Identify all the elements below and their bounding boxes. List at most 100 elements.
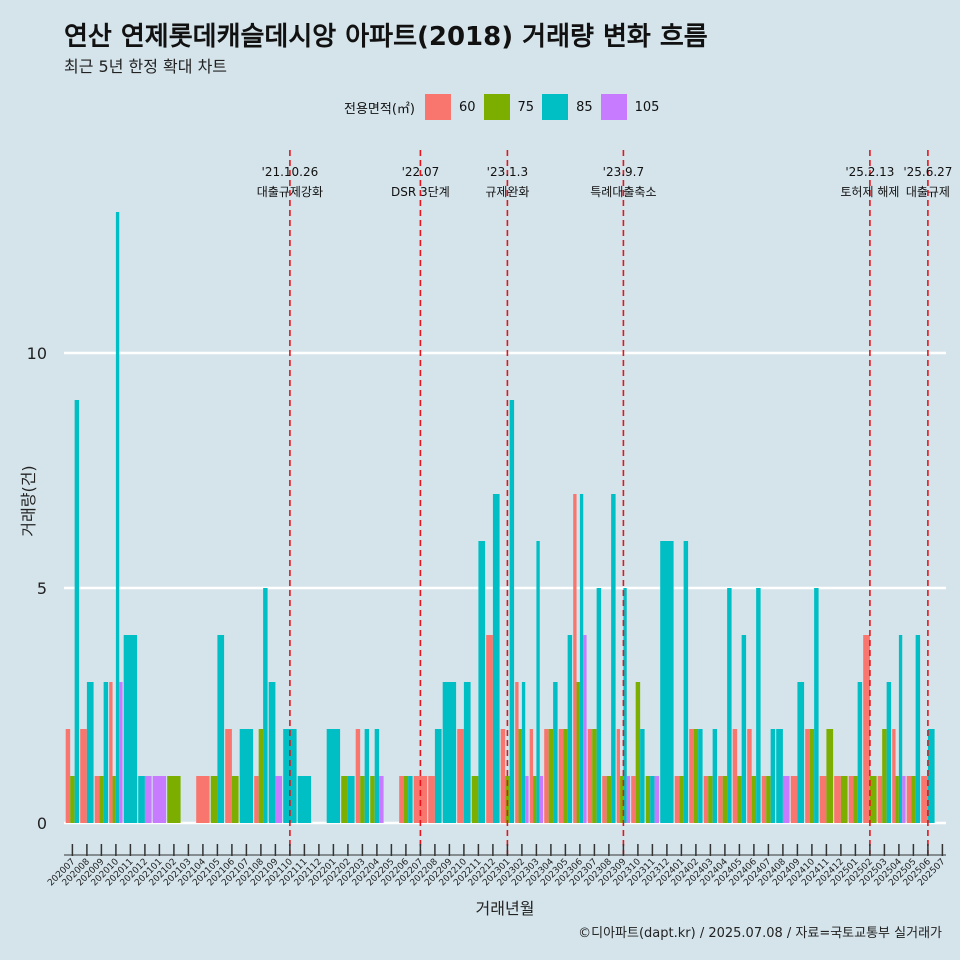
event-lines: '21.10.26 대출규제강화 '22.07 DSR 3단계 '23.1.3 규제완화 '… [257, 150, 952, 855]
bar-202302-105 [525, 776, 529, 823]
bar-202401-75 [679, 776, 684, 823]
bar-202501-85 [857, 682, 863, 823]
bar-202504-85 [898, 635, 903, 823]
bar-202501-60 [848, 776, 854, 823]
bar-202505-75 [911, 776, 916, 823]
bar-202308-75 [606, 776, 612, 823]
bar-202410-85 [814, 588, 819, 823]
bar-202405-75 [737, 776, 742, 823]
bar-202412-75 [840, 776, 848, 823]
bar-202203-60 [355, 729, 361, 823]
bar-202301-75 [505, 776, 510, 823]
bar-202407-75 [766, 776, 771, 823]
bar-202504-75 [895, 776, 899, 823]
bar-202409-85 [797, 682, 805, 823]
legend-swatch-105 [600, 94, 627, 120]
bar-202108-60 [254, 776, 259, 823]
bar-202502-75 [869, 776, 877, 823]
bar-202208-60 [428, 776, 435, 823]
bar-202204-105 [379, 776, 384, 823]
bar-202104-60 [196, 776, 210, 823]
chart-subtitle: 최근 5년 한정 확대 차트 [64, 57, 228, 76]
bar-202203-85 [364, 729, 370, 823]
bar-202311-105 [654, 776, 660, 823]
bar-202206-85 [408, 776, 413, 823]
bar-202307-85 [596, 588, 602, 823]
event-date-202301: '23.1.3 [487, 165, 528, 179]
bar-202111-85 [297, 776, 312, 823]
bar-202305-85 [567, 635, 573, 823]
event-label-202502: 토허제 해제 [840, 185, 899, 199]
bar-202308-60 [602, 776, 607, 823]
bar-202302-85 [521, 682, 526, 823]
bar-202407-60 [761, 776, 767, 823]
bar-202304-85 [553, 682, 558, 823]
bar-202206-60 [399, 776, 404, 823]
bar-202209-85 [442, 682, 457, 823]
x-axis: 2020072020082020092020102020112020122021… [46, 844, 948, 888]
bar-202207-60 [413, 776, 428, 823]
bar-202407-85 [770, 729, 776, 823]
event-label-202301: 규제완화 [485, 185, 529, 199]
bar-202107-85 [239, 729, 254, 823]
bar-202106-60 [225, 729, 232, 823]
event-date-202502: '25.2.13 [845, 165, 894, 179]
bar-202503-60 [877, 776, 883, 823]
bar-202007-85 [74, 400, 80, 823]
bar-202109-105 [275, 776, 283, 823]
bar-202408-105 [782, 776, 790, 823]
bar-202404-75 [722, 776, 728, 823]
legend-item-75: 75 [483, 94, 534, 120]
bar-202011-85 [123, 635, 138, 823]
bar-202306-85 [579, 494, 584, 823]
bar-202401-85 [683, 541, 689, 823]
bar-202204-85 [374, 729, 380, 823]
bar-202202-75 [341, 776, 348, 823]
legend-item-85: 85 [542, 94, 593, 120]
legend-swatch-60 [424, 94, 451, 120]
bar-202408-85 [776, 729, 783, 823]
bar-202405-85 [741, 635, 747, 823]
bar-202012-85 [138, 776, 145, 823]
event-date-202506: '25.6.27 [903, 165, 952, 179]
legend-title: 전용면적(㎡) [344, 101, 415, 117]
bar-202301-60 [500, 729, 506, 823]
bar-202404-60 [718, 776, 723, 823]
event-label-202309: 특례대출축소 [590, 185, 656, 199]
bar-202010-105 [119, 682, 123, 823]
bar-202401-60 [674, 776, 680, 823]
bar-202212-60 [486, 635, 493, 823]
bar-202009-75 [99, 776, 104, 823]
y-axis: 0 5 10 [27, 344, 47, 833]
bar-202110-85 [283, 729, 297, 823]
bar-202403-85 [712, 729, 718, 823]
bar-202410-75 [809, 729, 815, 823]
bar-202506-60 [921, 776, 928, 823]
legend: 전용면적(㎡) 60 75 85 105 [344, 93, 667, 121]
x-axis-label: 거래년월 [476, 899, 535, 918]
bar-202108-75 [258, 729, 264, 823]
bar-202012-105 [144, 776, 152, 823]
bar-202307-75 [592, 729, 597, 823]
bar-202303-105 [539, 776, 544, 823]
bar-202406-75 [751, 776, 757, 823]
bar-202309-75 [620, 776, 624, 823]
bar-202105-85 [217, 635, 225, 823]
bar-202204-75 [370, 776, 375, 823]
chart-title: 연산 연제롯데캐슬데시앙 아파트(2018) 거래량 변화 흐름 [64, 22, 708, 52]
y-axis-label: 거래량(건) [19, 465, 38, 536]
bar-202310-60 [631, 776, 636, 823]
bar-202007-60 [65, 729, 71, 823]
bar-202211-85 [478, 541, 486, 823]
bar-202008-60 [80, 729, 87, 823]
legend-label-85: 85 [576, 99, 593, 115]
bar-202412-60 [834, 776, 841, 823]
event-date-202110: '21.10.26 [262, 165, 319, 179]
y-tick-label-10: 10 [27, 344, 47, 363]
bar-202505-60 [906, 776, 912, 823]
bar-202501-75 [853, 776, 858, 823]
bar-202109-85 [268, 682, 276, 823]
event-date-202207: '22.07 [402, 165, 440, 179]
bar-202506-85 [927, 729, 935, 823]
